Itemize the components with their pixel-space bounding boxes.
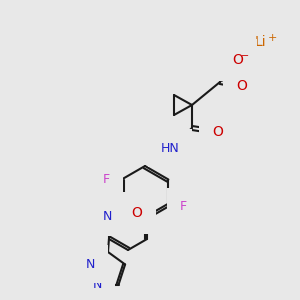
Text: −: − — [241, 51, 249, 61]
Text: N: N — [93, 278, 102, 291]
Text: N: N — [102, 211, 112, 224]
Text: Li: Li — [254, 35, 266, 49]
Text: F: F — [103, 173, 110, 186]
Text: O: O — [237, 79, 248, 93]
Text: F: F — [180, 200, 187, 213]
Text: HN: HN — [160, 142, 179, 154]
Text: N: N — [86, 258, 96, 271]
Text: O: O — [213, 125, 224, 139]
Text: O: O — [131, 206, 142, 220]
Text: O: O — [232, 53, 243, 67]
Text: +: + — [267, 33, 277, 43]
